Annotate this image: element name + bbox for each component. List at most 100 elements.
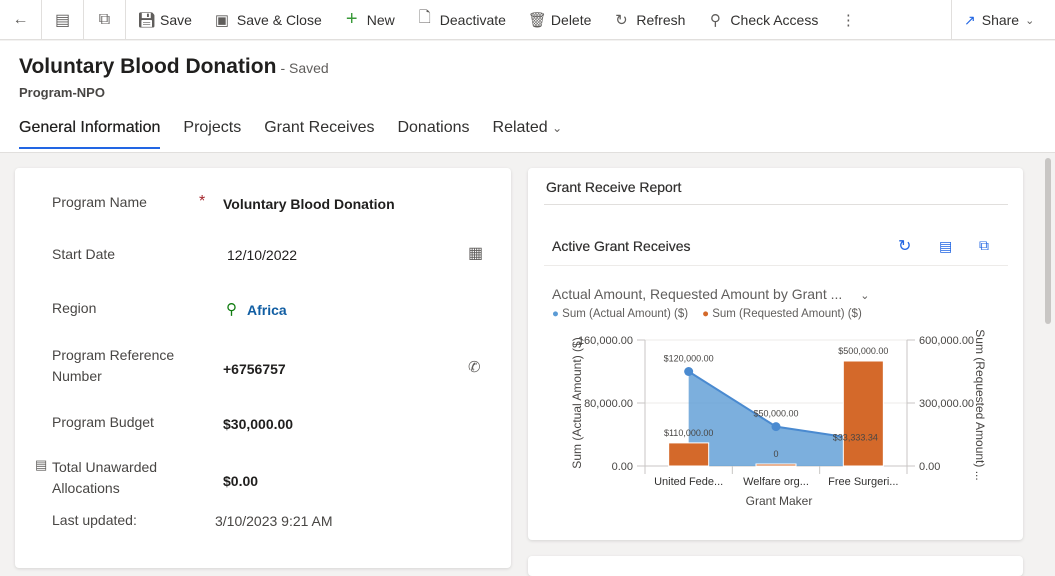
region-label: Region	[52, 300, 97, 316]
legend-label: Sum (Actual Amount) ($)	[562, 308, 689, 320]
chevron-down-icon: ⌄	[860, 290, 870, 302]
unawarded-field: $0.00	[223, 473, 259, 489]
chevron-down-icon: ⌄	[552, 121, 563, 135]
budget-field[interactable]: $30,000.00	[223, 416, 294, 432]
bar-requested-amount	[755, 463, 797, 467]
y2-tick-label: 600,000.00	[919, 335, 974, 347]
data-label-requested: 0	[773, 449, 778, 459]
legend-dot: ●	[552, 308, 559, 320]
share-button[interactable]: ↗ Share ⌄	[951, 0, 1055, 40]
next-section	[528, 556, 1023, 576]
y2-axis-title: Sum (Requested Amount) ...	[973, 330, 987, 481]
refresh-icon: ↻	[615, 11, 628, 29]
chart-selector[interactable]: Actual Amount, Requested Amount by Grant…	[552, 286, 870, 302]
budget-label: Program Budget	[52, 414, 154, 430]
chart-selector-label: Actual Amount, Requested Amount by Grant…	[552, 286, 843, 302]
start-date-label: Start Date	[52, 246, 116, 262]
unawarded-label: Total Unawarded Allocations	[52, 459, 158, 496]
form-header: Voluntary Blood Donation - Saved Program-…	[0, 41, 1055, 153]
check-access-button[interactable]: ⚲ Check Access	[696, 0, 829, 40]
refresh-icon[interactable]: ↻	[898, 238, 912, 255]
tab-projects[interactable]: Projects	[183, 119, 242, 136]
program-name-field[interactable]: Voluntary Blood Donation	[223, 196, 395, 212]
y-tick-label: 80,000.00	[584, 398, 633, 410]
phone-icon[interactable]: ✆	[468, 359, 481, 376]
data-label-actual: $120,000.00	[664, 354, 714, 364]
x-tick-label: United Fede...	[654, 476, 723, 488]
save-icon: 💾︎	[137, 11, 157, 29]
legend-item-requested[interactable]: ● Sum (Requested Amount) ($)	[702, 308, 862, 320]
region-link[interactable]: Africa	[247, 302, 287, 318]
save-close-label: Save & Close	[236, 11, 322, 28]
y2-tick-label: 0.00	[919, 461, 940, 473]
back-button[interactable]: ←	[0, 0, 42, 40]
section-title: Grant Receive Report	[546, 179, 682, 195]
grant-chart: Sum (Actual Amount) ($) Sum (Requested A…	[570, 330, 987, 508]
bar-requested-amount	[842, 360, 884, 467]
new-label: New	[366, 11, 395, 28]
save-close-icon: ▣	[214, 11, 230, 29]
divider	[544, 265, 1008, 266]
refresh-label: Refresh	[636, 11, 686, 28]
reference-number-field[interactable]: +6756757	[223, 361, 286, 377]
y-tick-label: 0.00	[612, 461, 633, 473]
location-pin-icon: ⚲	[226, 301, 237, 318]
tab-grant-receives[interactable]: Grant Receives	[264, 119, 375, 136]
plus-icon: +	[345, 8, 358, 30]
document-icon: ▤	[54, 11, 71, 29]
bar-requested-amount	[668, 442, 710, 467]
chevron-down-icon: ⌄	[1025, 14, 1035, 27]
save-close-button[interactable]: ▣ Save & Close	[203, 0, 333, 40]
key-icon: ⚲	[709, 11, 721, 29]
calculator-icon: ▤	[35, 457, 48, 472]
related-label: Related	[492, 119, 548, 136]
divider	[544, 204, 1008, 205]
more-commands-button[interactable]: ⋮	[829, 0, 867, 40]
grant-receive-report-section: Grant Receive Report Active Grant Receiv…	[528, 168, 1023, 540]
general-section: Program Name * Voluntary Blood Donation …	[15, 168, 511, 568]
save-button[interactable]: 💾︎ Save	[126, 0, 203, 40]
new-button[interactable]: + New	[333, 0, 406, 40]
tab-donations[interactable]: Donations	[397, 119, 470, 136]
more-vertical-icon: ⋮	[840, 11, 856, 29]
x-tick-label: Welfare org...	[743, 476, 809, 488]
legend-item-actual[interactable]: ● Sum (Actual Amount) ($)	[552, 308, 688, 320]
chart-legend: ● Sum (Actual Amount) ($) ● Sum (Request…	[552, 308, 862, 320]
trash-icon: 🗑︎	[527, 11, 547, 29]
open-new-window-button[interactable]: ⧉	[84, 0, 126, 40]
entity-name: Program-NPO	[19, 85, 105, 100]
deactivate-label: Deactivate	[439, 11, 506, 28]
vertical-scrollbar[interactable]	[1045, 158, 1051, 324]
last-updated-value: 3/10/2023 9:21 AM	[215, 513, 333, 529]
refresh-button[interactable]: ↻ Refresh	[602, 0, 696, 40]
form-view-button[interactable]: ▤	[42, 0, 84, 40]
command-bar: ← ▤ ⧉ 💾︎ Save ▣ Save & Close + New 🗋︎ Deacti…	[0, 0, 1055, 40]
check-access-label: Check Access	[730, 11, 819, 28]
last-updated-label: Last updated:	[52, 512, 137, 528]
calendar-icon[interactable]: ▦	[468, 245, 484, 262]
delete-button[interactable]: 🗑︎ Delete	[517, 0, 602, 40]
report-icon[interactable]: ▤	[939, 238, 953, 254]
program-name-label: Program Name	[52, 194, 147, 210]
data-label-actual: $33,333.34	[833, 433, 878, 443]
reference-number-label: Program Reference Number	[52, 347, 175, 384]
tab-related[interactable]: Related ⌄	[493, 119, 563, 149]
tab-general-information[interactable]: General Information	[19, 119, 161, 149]
back-arrow-icon: ←	[12, 10, 29, 28]
point-actual-amount	[771, 422, 781, 432]
area-actual-amount	[688, 371, 864, 466]
save-label: Save	[160, 11, 192, 28]
y-axis-title: Sum (Actual Amount) ($)	[570, 337, 584, 468]
expand-icon[interactable]: ⧉	[979, 237, 989, 253]
data-label-requested: $500,000.00	[838, 346, 888, 356]
deactivate-icon: 🗋︎	[418, 9, 431, 26]
save-status: - Saved	[280, 60, 329, 76]
form-tabs: General Information Projects Grant Recei…	[19, 119, 562, 149]
record-title: Voluntary Blood Donation	[19, 55, 277, 78]
deactivate-button[interactable]: 🗋︎ Deactivate	[406, 0, 517, 40]
data-label-requested: $110,000.00	[664, 428, 713, 438]
x-tick-label: Free Surgeri...	[828, 476, 898, 488]
share-label: Share	[981, 12, 1020, 28]
start-date-field[interactable]: 12/10/2022	[227, 247, 298, 263]
y-tick-label: 160,000.00	[578, 335, 633, 347]
